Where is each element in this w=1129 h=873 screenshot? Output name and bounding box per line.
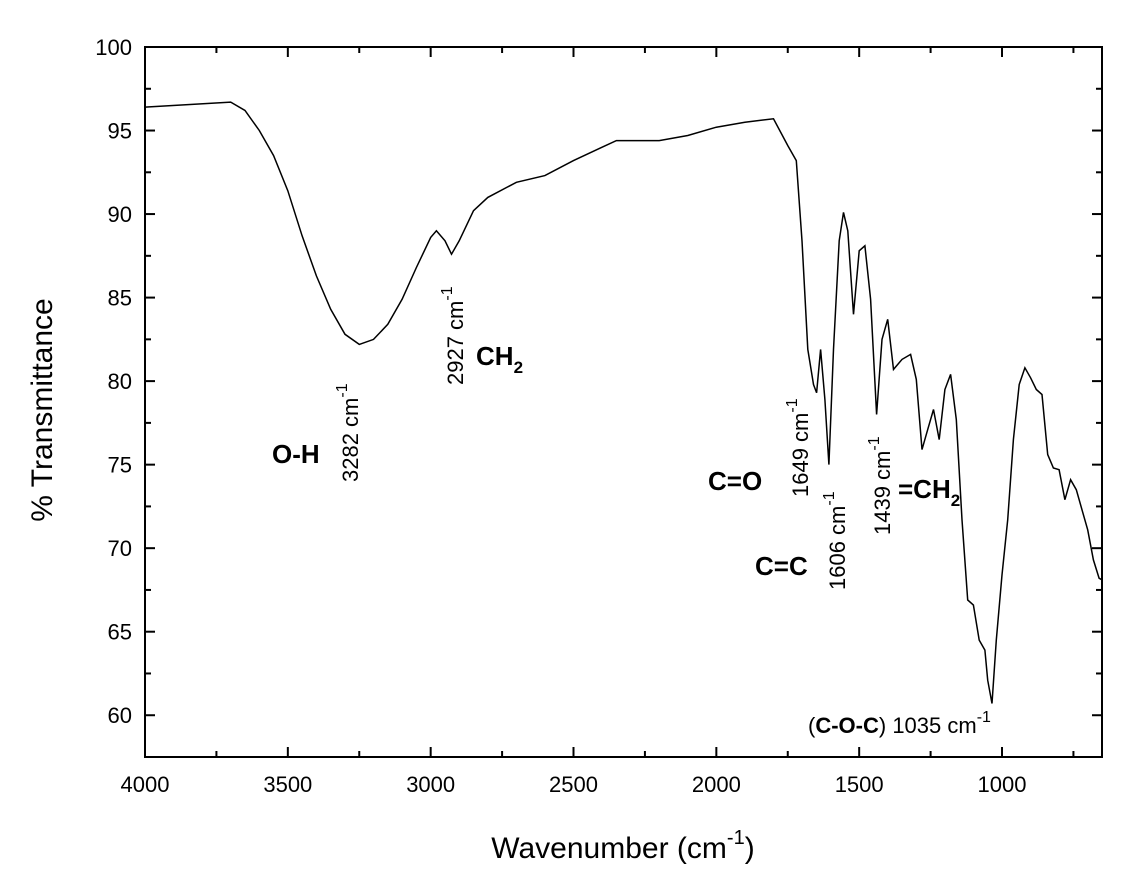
x-axis-label-part: Wavenumber (cm: [491, 832, 727, 865]
annotation-part: -1: [784, 398, 801, 412]
annotation-part: =CH: [898, 474, 951, 504]
annotation: (C-O-C) 1035 cm-1: [808, 709, 991, 738]
annotation-part: 1439 cm: [870, 451, 895, 535]
annotation-part: -1: [439, 286, 456, 300]
annotation-part: -1: [821, 491, 838, 505]
annotation-part: (: [808, 713, 816, 738]
x-axis-label-part: -1: [727, 827, 745, 849]
annotation-part: -1: [977, 709, 991, 726]
annotation: =CH2: [898, 474, 960, 510]
x-axis-label: Wavenumber (cm-1): [491, 827, 754, 865]
y-tick-label: 90: [108, 202, 132, 227]
x-tick-label: 3500: [263, 772, 312, 797]
x-axis-label-part: ): [745, 832, 755, 865]
annotation-part: O-H: [272, 439, 320, 469]
annotation: O-H: [272, 439, 320, 469]
plot-frame: [144, 46, 1103, 758]
annotation-part: 2: [514, 358, 523, 377]
y-tick-label: 100: [95, 35, 132, 60]
annotation-part: C-O-C: [815, 713, 879, 738]
x-tick-label: 1000: [978, 772, 1027, 797]
x-tick-label: 1500: [835, 772, 884, 797]
x-tick-label: 3000: [406, 772, 455, 797]
x-tick-label: 2000: [692, 772, 741, 797]
x-tick-label: 2500: [549, 772, 598, 797]
annotation-part: 2: [951, 491, 960, 510]
annotation-part: ) 1035 cm: [879, 713, 977, 738]
annotation: 1606 cm-1: [821, 491, 850, 590]
annotation-part: CH: [476, 341, 514, 371]
annotation-part: C=O: [708, 466, 762, 496]
annotation-part: 1606 cm: [825, 506, 850, 590]
annotation: 1649 cm-1: [784, 398, 813, 497]
annotation-part: -1: [334, 383, 351, 397]
y-axis-label: % Transmittance: [26, 298, 59, 521]
annotation-part: 3282 cm: [338, 398, 363, 482]
annotation: CH2: [476, 341, 523, 377]
annotation-part: -1: [866, 436, 883, 450]
annotation: 2927 cm-1: [439, 286, 468, 385]
y-tick-label: 65: [108, 620, 132, 645]
annotation-part: 1649 cm: [788, 413, 813, 497]
y-tick-label: 80: [108, 369, 132, 394]
y-tick-label: 75: [108, 453, 132, 478]
annotation: 3282 cm-1: [334, 383, 363, 482]
annotation-part: 2927 cm: [443, 301, 468, 385]
y-tick-label: 70: [108, 536, 132, 561]
y-tick-label: 85: [108, 286, 132, 311]
annotation: C=O: [708, 466, 762, 496]
y-tick-label: 95: [108, 119, 132, 144]
annotation: C=C: [755, 551, 808, 581]
annotation-part: C=C: [755, 551, 808, 581]
spectrum-line: [144, 101, 1103, 704]
annotation: 1439 cm-1: [866, 436, 895, 535]
x-tick-label: 4000: [121, 772, 170, 797]
y-tick-label: 60: [108, 703, 132, 728]
